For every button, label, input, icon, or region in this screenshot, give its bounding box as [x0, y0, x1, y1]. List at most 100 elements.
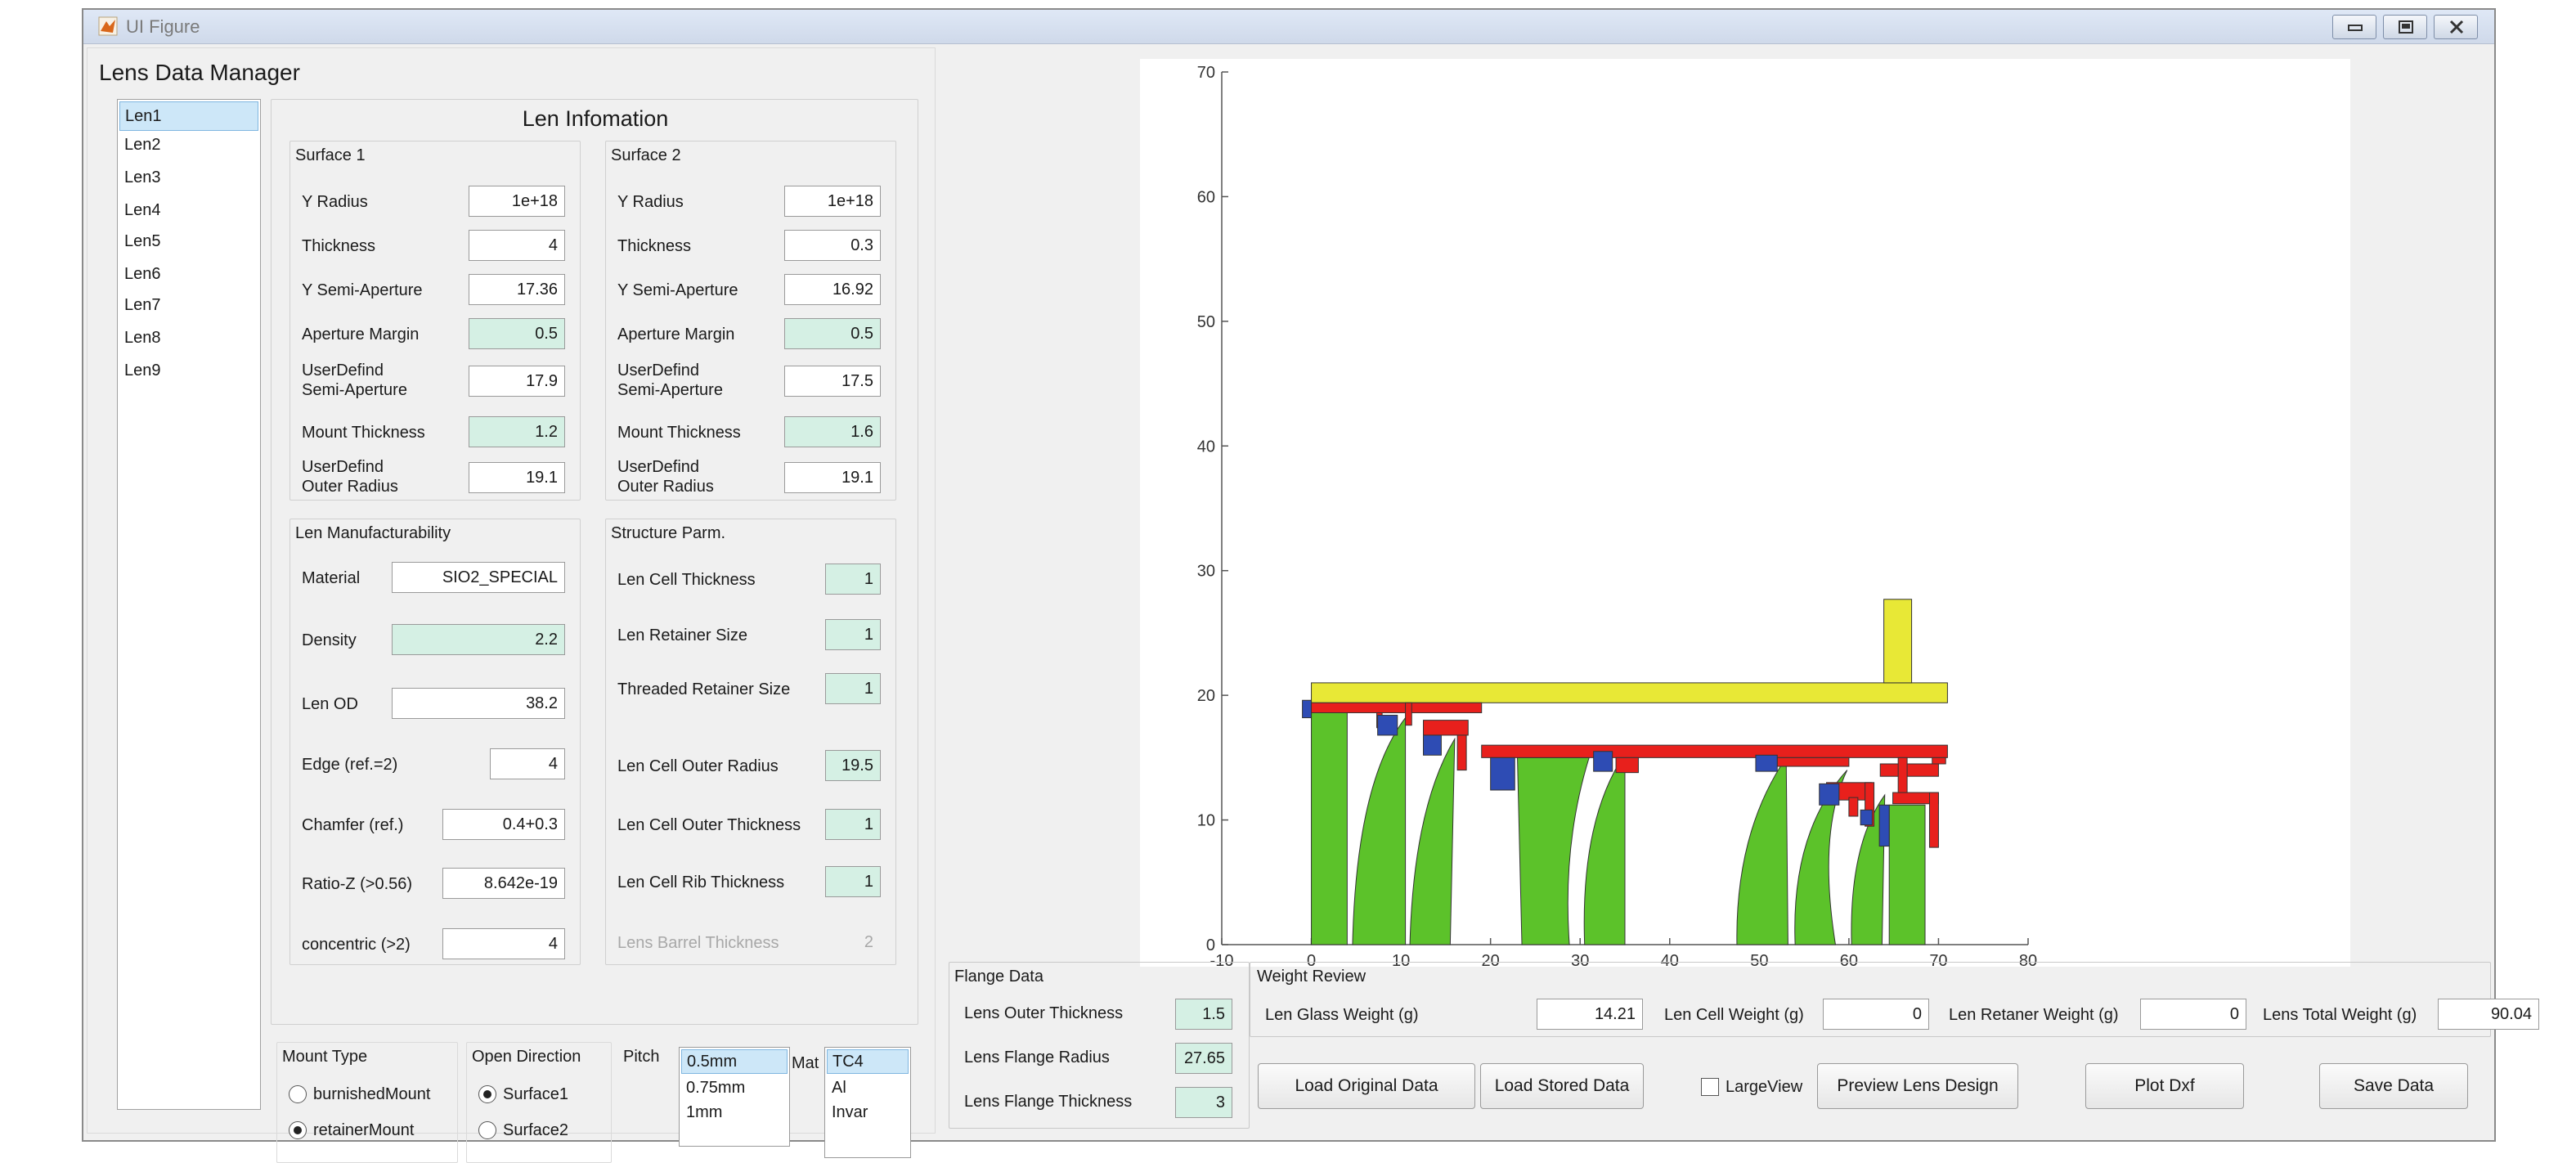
edge-field[interactable]: 4 — [490, 748, 565, 779]
surface2-semi-aperture-field[interactable]: 16.92 — [784, 274, 881, 305]
surface2-thickness-field[interactable]: 0.3 — [784, 230, 881, 261]
threaded-retainer-field[interactable]: 1 — [825, 673, 881, 704]
mat-option[interactable]: Invar — [832, 1103, 868, 1121]
surface1-user-outer-radius-field[interactable]: 19.1 — [469, 462, 565, 493]
total-weight-field[interactable]: 90.04 — [2438, 999, 2539, 1030]
lens-cell — [1306, 702, 1483, 713]
plot-dxf-button[interactable]: Plot Dxf — [2085, 1063, 2244, 1109]
len-od-field[interactable]: 38.2 — [392, 688, 565, 719]
lens-list-item[interactable]: Len5 — [124, 232, 161, 250]
lens-list-item[interactable]: Len1 — [119, 101, 258, 131]
window-title: UI Figure — [126, 16, 200, 37]
chamfer-label: Chamfer (ref.) — [302, 816, 404, 834]
surface2-user-outer-radius-field[interactable]: 19.1 — [784, 462, 881, 493]
surface2-y-radius-field[interactable]: 1e+18 — [784, 186, 881, 217]
lens-list-item[interactable]: Len4 — [124, 201, 161, 219]
pitch-listbox[interactable]: 0.5mm 0.75mm 1mm — [679, 1047, 790, 1147]
lens-element — [1888, 804, 1926, 945]
maximize-button[interactable] — [2383, 15, 2427, 39]
surface2-mount-thickness-field[interactable]: 1.6 — [784, 416, 881, 447]
surface1-radio[interactable] — [478, 1085, 496, 1103]
flange-thickness-field[interactable]: 3 — [1175, 1087, 1232, 1118]
material-field[interactable]: SIO2_SPECIAL — [392, 562, 565, 593]
surface1-user-semi-aperture-field[interactable]: 17.9 — [469, 366, 565, 397]
retainer-size-field[interactable]: 1 — [825, 619, 881, 650]
large-view-checkbox[interactable] — [1701, 1078, 1719, 1096]
burnished-mount-radio[interactable] — [289, 1085, 307, 1103]
aperture-margin-label: Aperture Margin — [302, 326, 420, 344]
lens-cell — [1615, 757, 1639, 774]
cell-outer-radius-label: Len Cell Outer Radius — [617, 757, 779, 775]
flange-radius-field[interactable]: 27.65 — [1175, 1043, 1232, 1074]
open-direction-group: Open Direction Surface1 Surface2 — [466, 1042, 612, 1163]
rib-thickness-field[interactable]: 1 — [825, 866, 881, 897]
x-tick-label: 50 — [1750, 952, 1768, 970]
lens-element — [1517, 757, 1590, 945]
x-tick-label: -10 — [1210, 952, 1234, 970]
edge-label: Edge (ref.=2) — [302, 756, 398, 774]
surface1-y-radius-field[interactable]: 1e+18 — [469, 186, 565, 217]
surface1-mount-thickness-field[interactable]: 1.2 — [469, 416, 565, 447]
lens-cell — [1932, 757, 1946, 765]
retainer — [1302, 699, 1313, 719]
lens-listbox[interactable]: Len1 Len2 Len3 Len4 Len5 Len6 Len7 Len8 … — [117, 99, 261, 1110]
mount-type-title: Mount Type — [282, 1048, 368, 1066]
lens-list-item[interactable]: Len9 — [124, 361, 161, 379]
concentric-field[interactable]: 4 — [442, 928, 565, 959]
surface2-radio[interactable] — [478, 1121, 496, 1139]
preview-lens-design-button[interactable]: Preview Lens Design — [1817, 1063, 2018, 1109]
flange-plate — [1311, 682, 1948, 703]
pitch-option[interactable]: 1mm — [686, 1103, 723, 1121]
cell-outer-radius-field[interactable]: 19.5 — [825, 750, 881, 781]
pitch-option[interactable]: 0.75mm — [686, 1079, 746, 1097]
lens-cell — [1405, 702, 1412, 726]
mount-type-group: Mount Type burnishedMount retainerMount — [276, 1042, 458, 1163]
lens-list-item[interactable]: Len8 — [124, 329, 161, 347]
mat-option[interactable]: Al — [832, 1079, 846, 1097]
surface1-aperture-margin-field[interactable]: 0.5 — [469, 318, 565, 349]
semi-aperture-label: Y Semi-Aperture — [617, 281, 738, 299]
lens-element — [1583, 752, 1626, 945]
density-field[interactable]: 2.2 — [392, 624, 565, 655]
lens-list-item[interactable]: Len7 — [124, 296, 161, 314]
retainer — [1755, 754, 1778, 772]
outer-thickness-field[interactable]: 1.5 — [1175, 999, 1232, 1030]
retainer-weight-field[interactable]: 0 — [2140, 999, 2246, 1030]
minimize-button[interactable] — [2332, 15, 2376, 39]
glass-weight-field[interactable]: 14.21 — [1537, 999, 1643, 1030]
ratio-z-field[interactable]: 8.642e-19 — [442, 868, 565, 899]
chamfer-field[interactable]: 0.4+0.3 — [442, 809, 565, 840]
surface1-thickness-field[interactable]: 4 — [469, 230, 565, 261]
cell-thickness-field[interactable]: 1 — [825, 564, 881, 595]
lens-list-item[interactable]: Len3 — [124, 168, 161, 186]
surface1-semi-aperture-field[interactable]: 17.36 — [469, 274, 565, 305]
y-tick-label: 10 — [1197, 812, 1215, 830]
load-original-data-button[interactable]: Load Original Data — [1258, 1063, 1475, 1109]
surface1-radio-label: Surface1 — [503, 1085, 569, 1103]
close-button[interactable] — [2434, 15, 2478, 39]
pitch-option[interactable]: 0.5mm — [681, 1049, 788, 1074]
user-semi-aperture-label: UserDefind — [302, 361, 384, 379]
lens-element — [1409, 737, 1456, 945]
cell-weight-field[interactable]: 0 — [1823, 999, 1929, 1030]
surface1-title: Surface 1 — [295, 146, 366, 164]
lens-cell — [1928, 792, 1939, 848]
surface1-group: Surface 1 Y Radius 1e+18 Thickness 4 Y S… — [289, 141, 581, 501]
save-data-button[interactable]: Save Data — [2319, 1063, 2468, 1109]
surface2-user-semi-aperture-field[interactable]: 17.5 — [784, 366, 881, 397]
surface2-group: Surface 2 Y Radius 1e+18 Thickness 0.3 Y… — [605, 141, 896, 501]
outer-thickness-label: Lens Outer Thickness — [964, 1004, 1124, 1022]
cell-outer-thickness-field[interactable]: 1 — [825, 809, 881, 840]
lens-list-item[interactable]: Len2 — [124, 136, 161, 154]
retainer-mount-radio[interactable] — [289, 1121, 307, 1139]
lens-list-item[interactable]: Len6 — [124, 265, 161, 283]
user-outer-radius-label: Outer Radius — [302, 478, 398, 496]
load-stored-data-button[interactable]: Load Stored Data — [1480, 1063, 1644, 1109]
mat-listbox[interactable]: TC4 Al Invar — [824, 1047, 911, 1158]
flange-data-title: Flange Data — [954, 968, 1043, 986]
mat-option[interactable]: TC4 — [827, 1049, 909, 1074]
app-window: UI Figure Lens Data Manager Len1 Len2 Le… — [82, 8, 2539, 1163]
concentric-label: concentric (>2) — [302, 936, 411, 954]
surface2-aperture-margin-field[interactable]: 0.5 — [784, 318, 881, 349]
